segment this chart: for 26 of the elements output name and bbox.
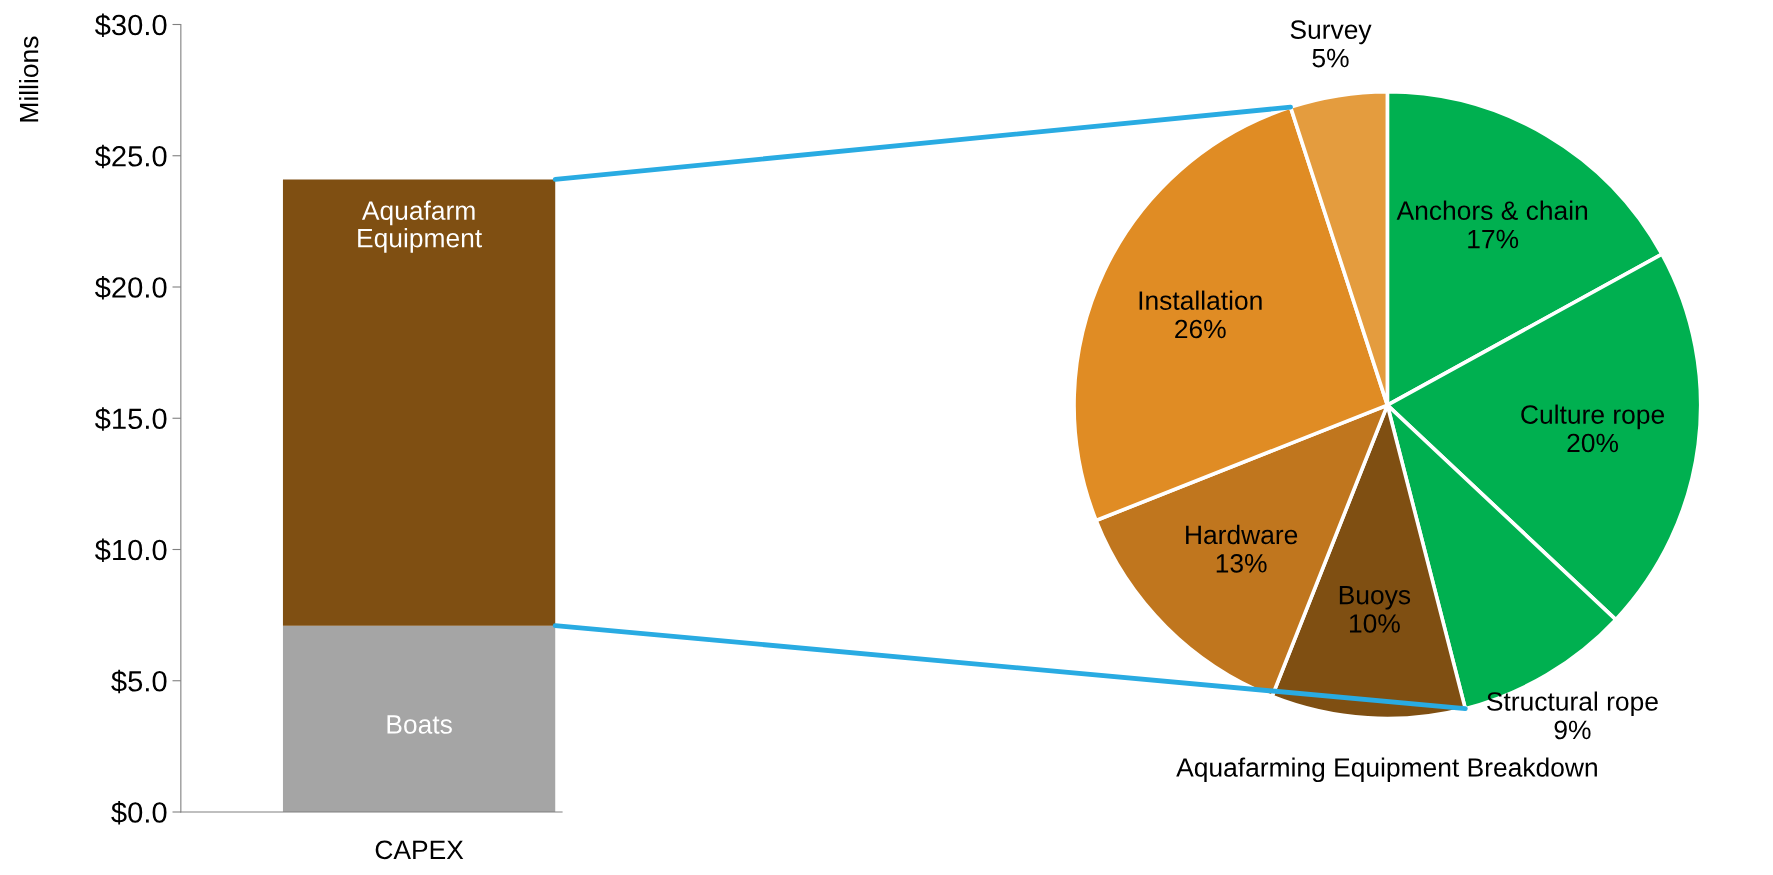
series-label: Boats: [387, 715, 452, 734]
data-label: 10%: [1349, 614, 1400, 633]
data-label: 5%: [1312, 48, 1349, 68]
y-tick-label: $0.0: [111, 800, 167, 825]
y-tick-label: $30.0: [94, 13, 167, 38]
y-tick-label: $20.0: [94, 275, 167, 300]
y-axis-title: Millions: [19, 36, 39, 122]
slice-label: Survey: [1290, 20, 1372, 45]
data-label: 26%: [1175, 319, 1226, 339]
y-tick-label: $15.0: [94, 407, 167, 431]
y-tick-label: $25.0: [94, 144, 167, 169]
data-label: 20%: [1567, 433, 1619, 453]
text: Aquafarming Equipment Breakdown: [1176, 757, 1597, 783]
slice-label: Structural rope: [1487, 691, 1658, 717]
x-tick-label: CAPEX: [375, 840, 464, 860]
data-label: 13%: [1216, 553, 1267, 573]
slice-label: Hardware: [1186, 524, 1298, 545]
series-label: Aquafarm Equipment: [358, 200, 482, 253]
slice-label: Installation: [1139, 290, 1262, 310]
data-label: 9%: [1554, 720, 1591, 740]
y-tick-label: $5.0: [111, 669, 167, 694]
slice-label: Anchors & chain: [1396, 200, 1588, 220]
y-tick-label: $10.0: [94, 538, 167, 563]
slice-label: Culture rope: [1521, 404, 1664, 430]
data-label: 17%: [1468, 229, 1519, 249]
slice-label: Buoys: [1339, 585, 1411, 610]
